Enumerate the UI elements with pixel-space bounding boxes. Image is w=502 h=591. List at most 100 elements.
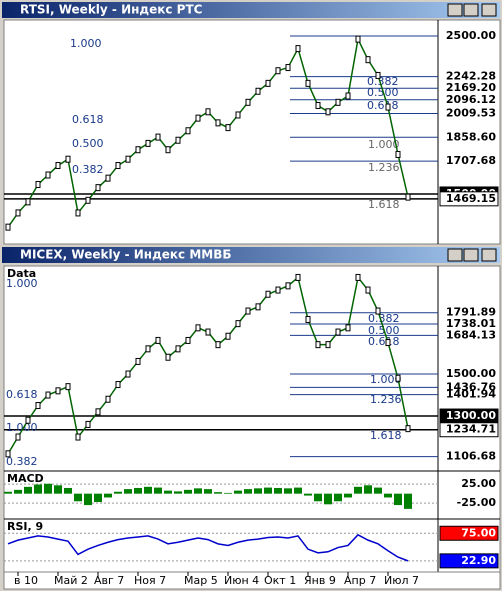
candle [205, 328, 211, 336]
candle [335, 328, 341, 336]
candle [385, 339, 391, 347]
candle [335, 98, 341, 106]
candle [215, 119, 221, 127]
histogram-bar [364, 485, 372, 494]
fib-label: 1.000 [6, 421, 38, 434]
y-tick-label: 1106.68 [446, 450, 496, 463]
y-tick-label: -25.00 [457, 496, 497, 509]
candle [325, 341, 331, 349]
candle [225, 332, 231, 340]
fib-label: 0.618 [368, 335, 400, 348]
candle [235, 320, 241, 328]
x-tick-label: Май 2 [54, 574, 88, 587]
candle [405, 425, 411, 433]
fib-label: 1.000 [6, 277, 38, 290]
window-title: MICEX, Weekly - Индекс ММВБ [20, 248, 232, 262]
candle [275, 67, 281, 75]
candle [235, 111, 241, 119]
fib-label: 0.382 [72, 163, 104, 176]
histogram-bar [304, 493, 312, 496]
histogram-bar [344, 493, 352, 498]
candle [75, 209, 81, 217]
candle [245, 98, 251, 106]
candle [145, 345, 151, 353]
y-tick-label: 2009.53 [446, 106, 496, 119]
window-title: RTSI, Weekly - Индекс РТС [20, 3, 203, 17]
candle [165, 146, 171, 154]
x-tick-label: Июл 7 [384, 574, 419, 587]
x-tick-label: Авг 7 [94, 574, 124, 587]
candle [85, 196, 91, 204]
histogram-bar [114, 491, 122, 494]
x-tick-label: в 10 [14, 574, 38, 587]
histogram-bar [264, 487, 272, 494]
histogram-bar [244, 489, 252, 494]
x-tick-label: Июн 4 [224, 574, 259, 587]
close-button[interactable] [481, 3, 497, 17]
fib-label: 1.236 [370, 393, 402, 406]
histogram-bar [274, 487, 282, 494]
minimize-button[interactable] [447, 248, 463, 262]
candle [395, 374, 401, 382]
chart-area [3, 19, 501, 245]
candle [165, 353, 171, 361]
candle [185, 336, 191, 344]
x-tick-label: Мар 5 [184, 574, 218, 587]
histogram-bar [324, 493, 332, 505]
maximize-button[interactable] [463, 248, 479, 262]
y-tick-label: 1234.71 [446, 423, 496, 436]
candle [125, 370, 131, 378]
tick-label-box [439, 422, 499, 438]
x-tick-label: Янв 9 [304, 574, 336, 587]
histogram-bar [94, 493, 102, 503]
minimize-button[interactable] [447, 3, 463, 17]
x-tick-label: Окт 1 [264, 574, 296, 587]
data-label: Data [7, 267, 36, 280]
time-axis [3, 571, 501, 590]
maximize-button[interactable] [463, 3, 479, 17]
fib-label: 1.618 [370, 429, 402, 442]
candle [45, 391, 51, 399]
y-tick-label: 1707.68 [446, 154, 496, 167]
fib-label: 1.618 [368, 198, 400, 211]
candle [295, 273, 301, 281]
histogram-bar [224, 492, 232, 494]
y-tick-label: 22.90 [461, 554, 496, 567]
fib-label: 0.382 [6, 455, 38, 468]
candle [315, 341, 321, 349]
histogram-bar [124, 489, 132, 494]
candle [65, 383, 71, 391]
candle [195, 324, 201, 332]
candle [35, 402, 41, 410]
candle [285, 282, 291, 290]
histogram-bar [4, 491, 12, 494]
y-tick-label: 2096.12 [446, 93, 496, 106]
candle [365, 286, 371, 294]
y-tick-label: 2242.28 [446, 70, 496, 83]
histogram-bar [104, 493, 112, 498]
candle [15, 209, 21, 217]
candle [265, 290, 271, 298]
candle [5, 223, 11, 231]
tick-label-box [439, 553, 499, 569]
histogram-bar [54, 485, 62, 494]
candle [245, 307, 251, 315]
histogram-bar [74, 493, 82, 502]
candle [355, 35, 361, 43]
y-tick-label: 1858.60 [446, 130, 496, 143]
histogram-bar [254, 488, 262, 494]
candle [35, 180, 41, 188]
tick-label-box [439, 525, 499, 541]
candle [305, 315, 311, 323]
close-button[interactable] [481, 248, 497, 262]
histogram-bar [354, 486, 362, 494]
tick-label-box [439, 191, 499, 207]
candle [175, 345, 181, 353]
candle [105, 174, 111, 182]
histogram-bar [84, 493, 92, 506]
histogram-bar [24, 486, 32, 494]
candle [305, 79, 311, 87]
histogram-bar [184, 489, 192, 494]
candle [195, 114, 201, 122]
